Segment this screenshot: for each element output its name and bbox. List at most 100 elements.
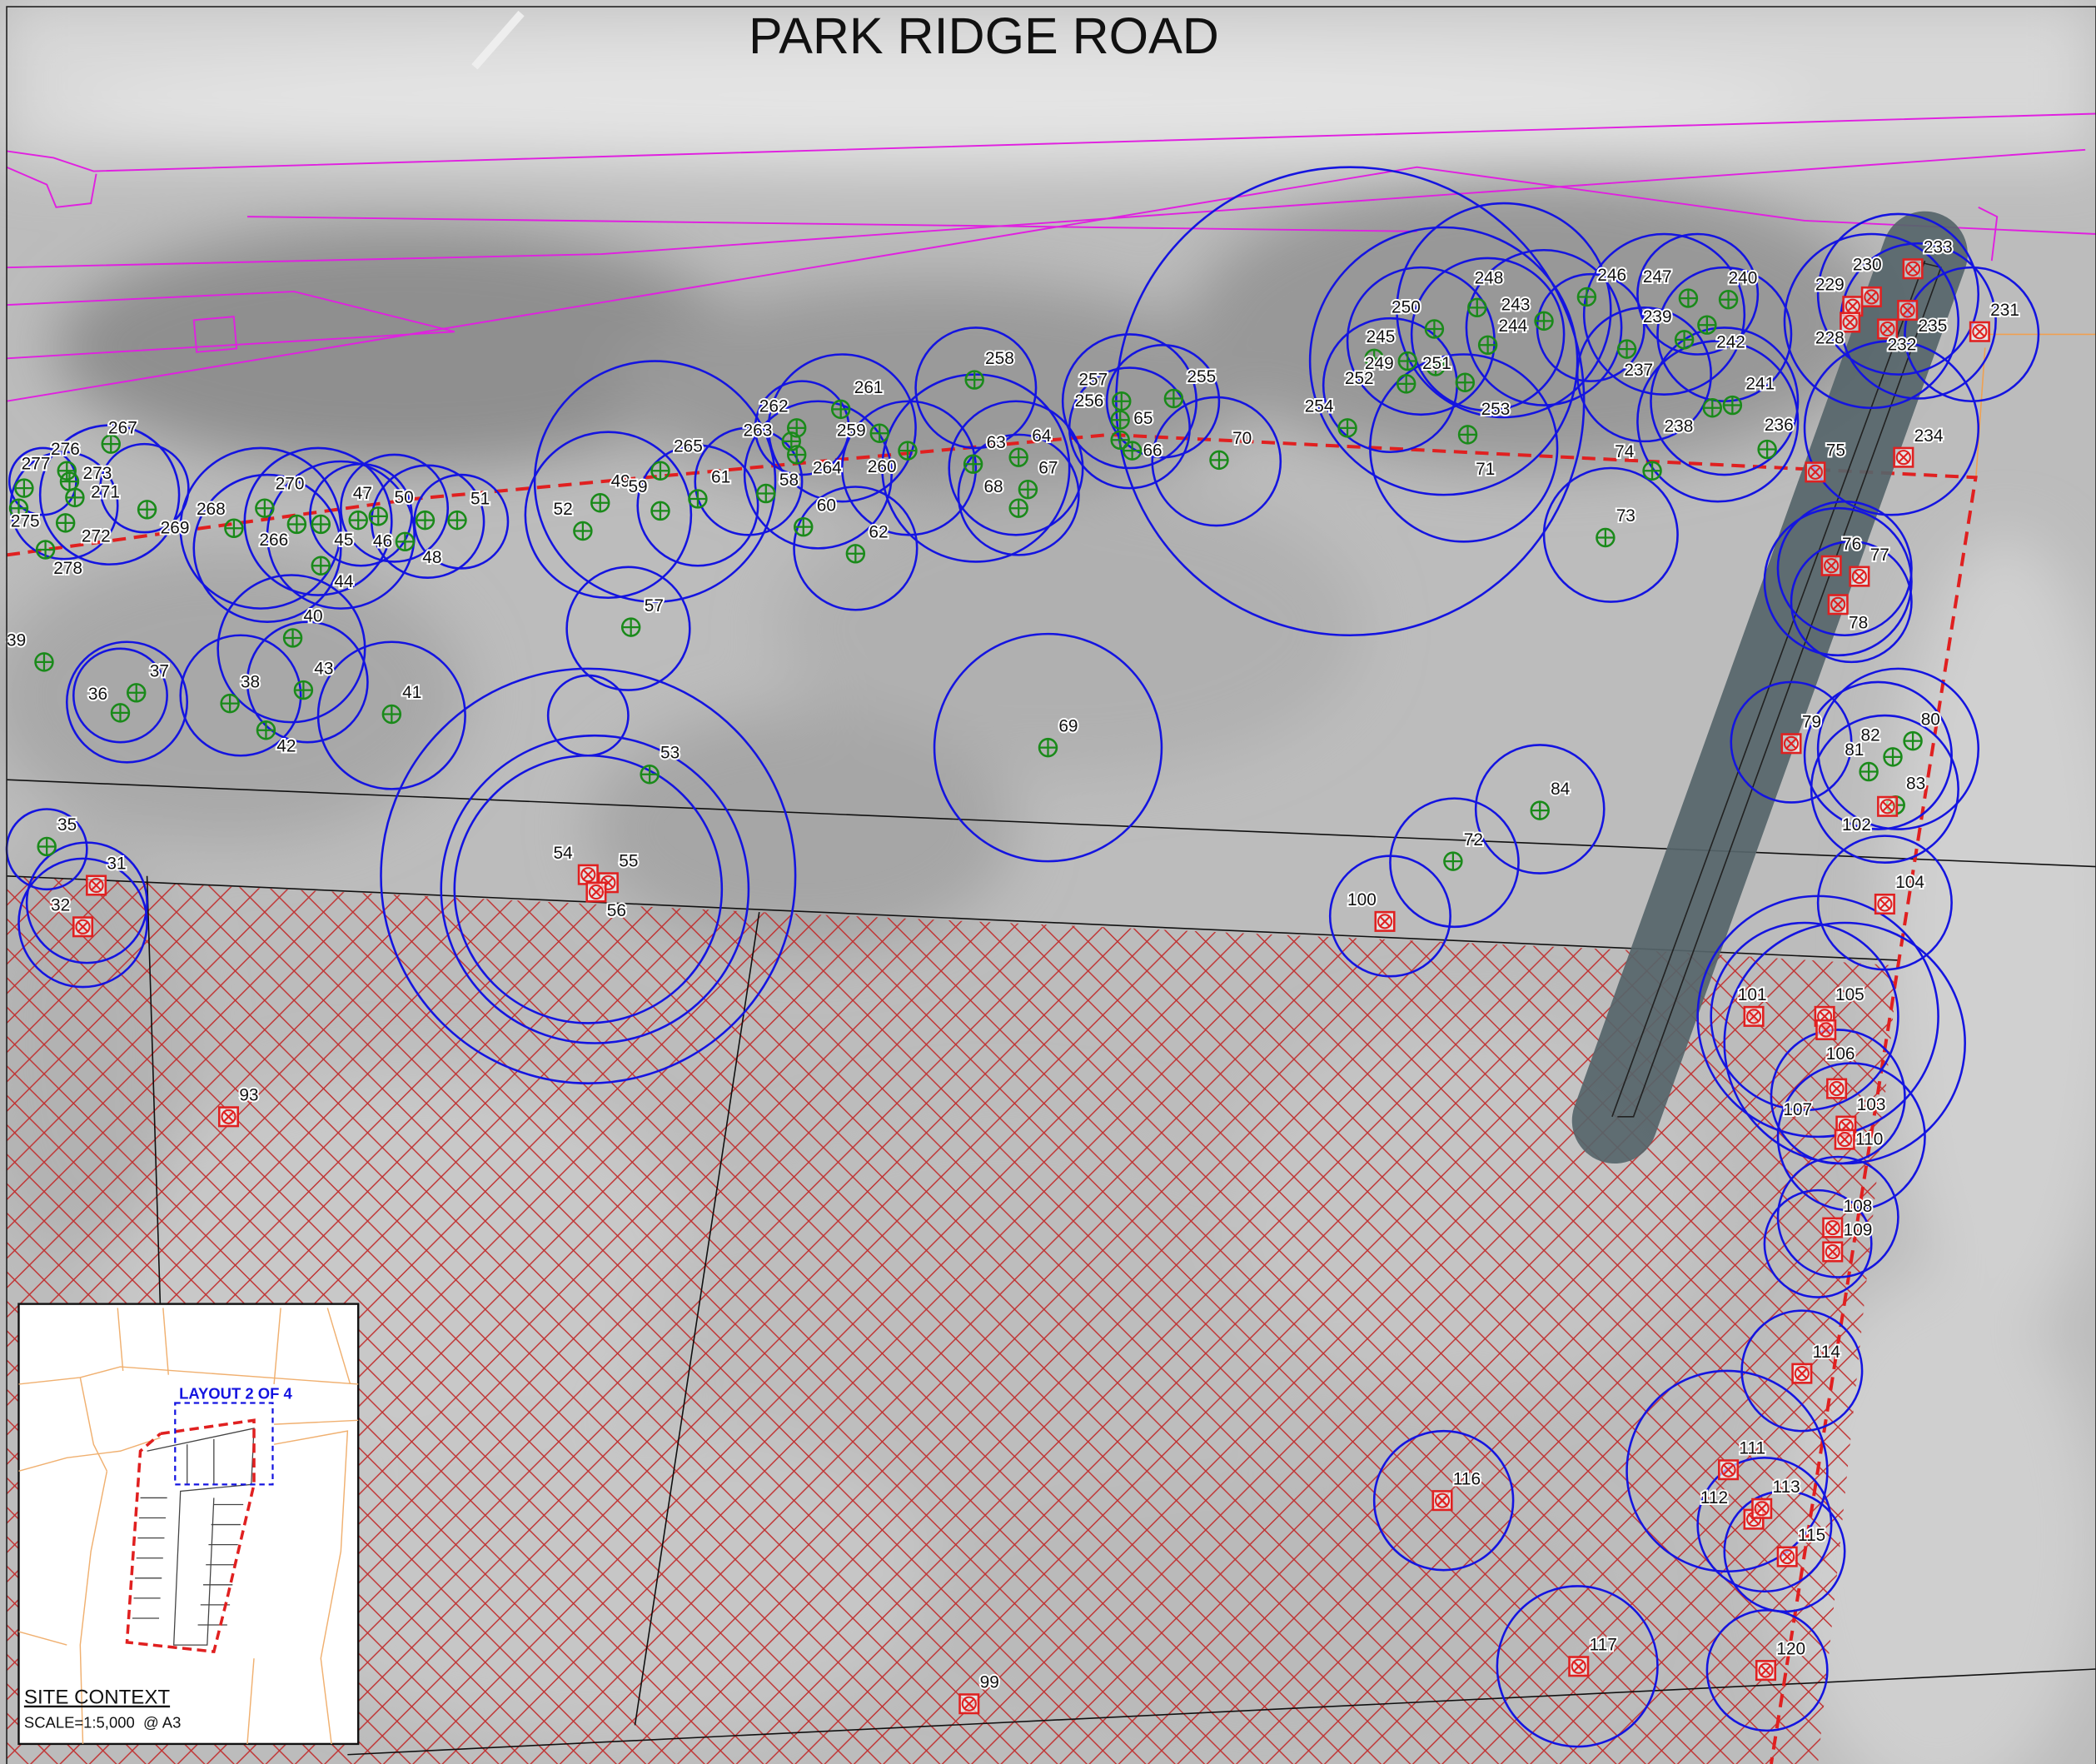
removed-tree-marker[interactable]: 99 bbox=[958, 1671, 1001, 1715]
retained-tree-marker[interactable]: 73 bbox=[1596, 505, 1637, 548]
removed-tree-marker[interactable]: 116 bbox=[1431, 1468, 1482, 1512]
retained-tree-marker[interactable]: 262 bbox=[758, 396, 807, 438]
retained-tree-marker[interactable]: 261 bbox=[830, 376, 885, 420]
retained-tree-marker[interactable]: 268 bbox=[195, 498, 244, 538]
removed-tree-marker[interactable]: 107 bbox=[1781, 1078, 1848, 1121]
retained-tree-marker[interactable]: 257 bbox=[1077, 368, 1132, 411]
removed-tree-marker[interactable]: 231 bbox=[1969, 299, 2021, 342]
removed-tree-marker[interactable]: 102 bbox=[1840, 795, 1899, 836]
removed-tree-marker[interactable]: 101 bbox=[1736, 984, 1769, 1027]
retained-tree-marker[interactable]: 246 bbox=[1576, 264, 1628, 307]
retained-tree-marker[interactable]: 83 bbox=[1885, 772, 1927, 815]
removed-tree-marker[interactable]: 112 bbox=[1699, 1487, 1765, 1530]
removed-tree-marker[interactable]: 79 bbox=[1780, 711, 1823, 755]
retained-tree-marker[interactable]: 269 bbox=[137, 500, 191, 540]
retained-tree-marker[interactable]: 66 bbox=[1122, 440, 1164, 462]
retained-tree-marker[interactable]: 264 bbox=[786, 445, 844, 479]
retained-tree-marker[interactable]: 50 bbox=[368, 486, 416, 526]
retained-tree-marker[interactable]: 52 bbox=[552, 498, 593, 541]
retained-tree-marker[interactable]: 260 bbox=[866, 441, 918, 478]
retained-tree-marker[interactable]: 238 bbox=[1663, 398, 1723, 438]
retained-tree-marker[interactable]: 277 bbox=[14, 453, 52, 498]
removed-tree-marker[interactable]: 108 bbox=[1822, 1195, 1874, 1238]
retained-tree-marker[interactable]: 251 bbox=[1421, 352, 1453, 376]
retained-tree-marker[interactable]: 275 bbox=[8, 498, 42, 533]
retained-tree-marker[interactable]: 278 bbox=[35, 540, 84, 580]
retained-tree-marker[interactable]: 270 bbox=[255, 473, 306, 518]
retained-tree-marker[interactable]: 48 bbox=[415, 510, 443, 569]
retained-tree-marker[interactable]: 80 bbox=[1903, 708, 1942, 751]
removed-tree-marker[interactable]: 77 bbox=[1849, 544, 1891, 587]
retained-tree-marker[interactable]: 43 bbox=[293, 657, 335, 700]
retained-tree-marker[interactable]: 36 bbox=[87, 683, 131, 723]
retained-tree-marker[interactable]: 236 bbox=[1757, 414, 1795, 460]
retained-tree-marker[interactable]: 40 bbox=[282, 605, 325, 648]
retained-tree-marker[interactable]: 45 bbox=[311, 514, 356, 551]
removed-tree-marker[interactable]: 229 bbox=[1814, 273, 1864, 317]
removed-tree-marker[interactable]: 232 bbox=[1877, 318, 1918, 356]
retained-tree-marker[interactable]: 51 bbox=[447, 487, 491, 531]
retained-tree-marker[interactable]: 60 bbox=[794, 494, 838, 537]
retained-tree-marker[interactable]: 272 bbox=[55, 513, 112, 547]
removed-tree-marker[interactable]: 233 bbox=[1902, 236, 1954, 280]
removed-tree-marker[interactable]: 76 bbox=[1820, 533, 1863, 576]
retained-tree-marker[interactable]: 252 bbox=[1343, 367, 1416, 394]
retained-tree-marker[interactable]: 255 bbox=[1163, 366, 1217, 409]
retained-tree-marker[interactable]: 63 bbox=[963, 431, 1008, 474]
removed-tree-marker[interactable]: 110 bbox=[1834, 1129, 1884, 1151]
removed-tree-marker[interactable]: 56 bbox=[585, 881, 628, 922]
removed-tree-marker[interactable]: 104 bbox=[1874, 871, 1926, 915]
retained-tree-marker[interactable]: 273 bbox=[59, 462, 113, 491]
removed-tree-marker[interactable]: 109 bbox=[1822, 1219, 1874, 1263]
retained-tree-marker[interactable]: 240 bbox=[1718, 267, 1759, 310]
retained-tree-marker[interactable]: 41 bbox=[381, 681, 423, 725]
removed-tree-marker[interactable]: 75 bbox=[1805, 440, 1847, 483]
retained-tree-marker[interactable]: 58 bbox=[756, 469, 800, 504]
retained-tree-marker[interactable]: 49 bbox=[590, 470, 632, 513]
removed-tree-marker[interactable]: 103 bbox=[1835, 1094, 1887, 1137]
removed-tree-marker[interactable]: 114 bbox=[1791, 1341, 1842, 1384]
retained-tree-marker[interactable]: 82 bbox=[1859, 725, 1903, 767]
removed-tree-marker[interactable]: 106 bbox=[1815, 1019, 1857, 1065]
retained-tree-marker[interactable]: 267 bbox=[101, 416, 139, 454]
removed-tree-marker[interactable]: 234 bbox=[1893, 425, 1945, 468]
retained-tree-marker[interactable]: 74 bbox=[1613, 441, 1662, 481]
retained-tree-marker[interactable]: 256 bbox=[1073, 390, 1130, 430]
retained-tree-marker[interactable]: 62 bbox=[845, 521, 890, 564]
removed-tree-marker[interactable]: 78 bbox=[1827, 594, 1869, 635]
retained-tree-marker[interactable]: 265 bbox=[650, 436, 704, 481]
retained-tree-marker[interactable]: 243 bbox=[1477, 294, 1531, 356]
retained-tree-marker[interactable]: 38 bbox=[220, 670, 261, 714]
retained-tree-marker[interactable]: 253 bbox=[1455, 372, 1511, 421]
retained-tree-marker[interactable]: 244 bbox=[1496, 311, 1554, 337]
retained-tree-marker[interactable]: 84 bbox=[1530, 778, 1571, 820]
retained-tree-marker[interactable]: 248 bbox=[1467, 267, 1505, 318]
retained-tree-marker[interactable]: 59 bbox=[626, 476, 670, 521]
retained-tree-marker[interactable]: 263 bbox=[742, 419, 802, 451]
retained-tree-marker[interactable]: 245 bbox=[1364, 326, 1397, 369]
retained-tree-marker[interactable]: 241 bbox=[1722, 372, 1776, 416]
retained-tree-marker[interactable]: 242 bbox=[1674, 330, 1747, 354]
removed-tree-marker[interactable]: 54 bbox=[552, 842, 599, 885]
removed-tree-marker[interactable]: 120 bbox=[1755, 1637, 1807, 1682]
retained-tree-marker[interactable]: 37 bbox=[127, 660, 171, 703]
retained-tree-marker[interactable]: 44 bbox=[311, 556, 356, 593]
removed-tree-marker[interactable]: 228 bbox=[1814, 311, 1861, 350]
retained-tree-marker[interactable]: 259 bbox=[835, 419, 889, 443]
removed-tree-marker[interactable]: 105 bbox=[1814, 984, 1866, 1027]
removed-tree-marker[interactable]: 31 bbox=[86, 853, 128, 896]
retained-tree-marker[interactable]: 64 bbox=[1008, 425, 1053, 467]
retained-tree-marker[interactable]: 65 bbox=[1110, 407, 1154, 451]
retained-tree-marker[interactable]: 81 bbox=[1843, 739, 1879, 782]
retained-tree-marker[interactable]: 249 bbox=[1363, 351, 1418, 375]
removed-tree-marker[interactable]: 113 bbox=[1751, 1476, 1802, 1519]
removed-tree-marker[interactable]: 230 bbox=[1851, 253, 1884, 308]
retained-tree-marker[interactable]: 266 bbox=[257, 514, 307, 551]
removed-tree-marker[interactable]: 93 bbox=[217, 1084, 261, 1128]
retained-tree-marker[interactable]: 35 bbox=[37, 814, 78, 857]
retained-tree-marker[interactable]: 254 bbox=[1303, 396, 1357, 438]
removed-tree-marker[interactable]: 111 bbox=[1718, 1437, 1767, 1481]
retained-tree-marker[interactable]: 247 bbox=[1641, 266, 1699, 308]
retained-tree-marker[interactable]: 46 bbox=[371, 531, 416, 553]
removed-tree-marker[interactable]: 115 bbox=[1776, 1524, 1827, 1567]
